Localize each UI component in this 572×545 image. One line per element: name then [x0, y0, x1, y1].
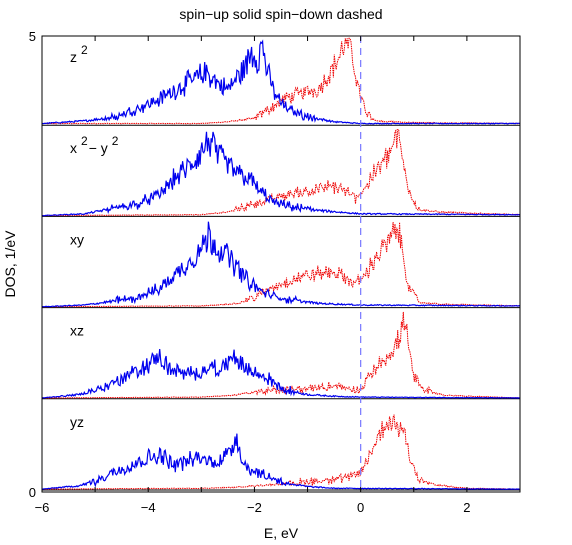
x-axis-title: E, eV [264, 525, 299, 541]
x-tick-label: −6 [35, 500, 50, 515]
panel-xz: xz [41, 311, 521, 400]
panel-yz: yz [41, 414, 520, 491]
spin-down-curve [42, 129, 521, 217]
spin-down-curve [41, 311, 520, 399]
y-axis-title: DOS, 1/eV [2, 230, 18, 298]
x-tick-label: −2 [247, 500, 262, 515]
panel-label: xy [70, 231, 84, 247]
spin-down-curve [41, 222, 521, 308]
spin-up-curve [41, 131, 521, 217]
spin-up-curve [41, 349, 521, 399]
spin-down-curve [41, 37, 521, 125]
chart-title: spin−up solid spin−down dashed [179, 6, 382, 22]
spin-up-curve [41, 433, 520, 490]
plot-area: z 2 x 2− y 2 xy xz yz −6 −4 −2 0 2 [35, 35, 521, 515]
x-tick-label: −4 [141, 500, 156, 515]
spin-up-curve [41, 39, 521, 125]
y-tick-label-top: 5 [29, 29, 36, 44]
spin-down-curve [42, 414, 520, 490]
y-tick-label-bottom: 0 [29, 485, 36, 500]
axes-frame [41, 35, 521, 493]
spin-up-curve [41, 221, 521, 308]
x-tick-label: 2 [463, 500, 470, 515]
x-tick-label: 0 [357, 500, 364, 515]
panel-xy: xy [41, 221, 521, 309]
panel-label: xz [70, 323, 84, 339]
panel-label: yz [70, 414, 84, 430]
